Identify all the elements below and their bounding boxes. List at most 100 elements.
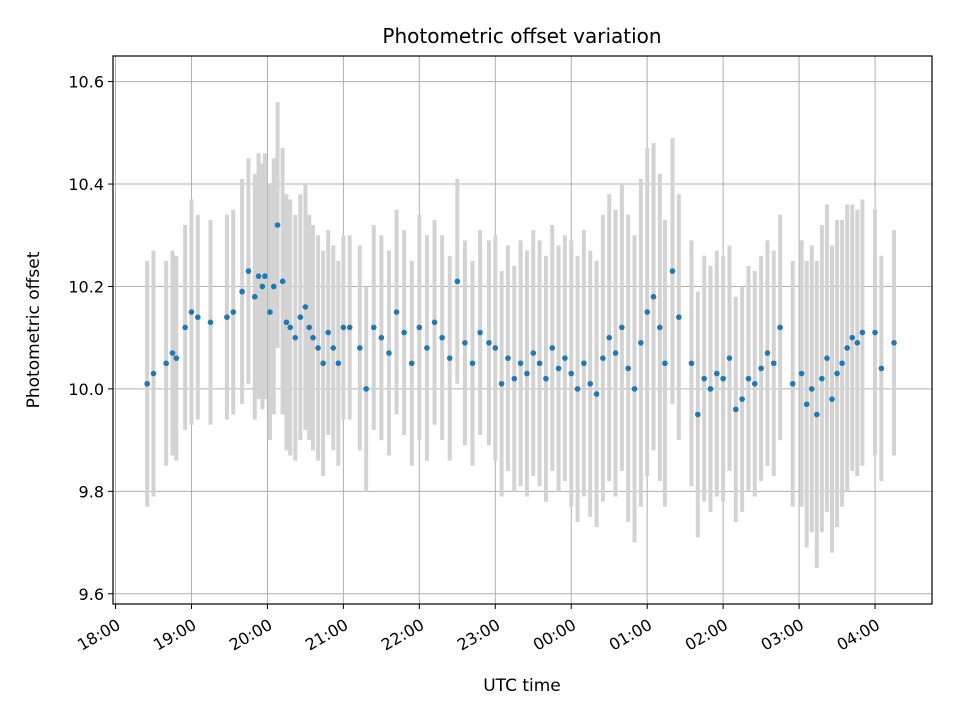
y-tick-label: 10.6 (68, 73, 104, 92)
data-point (650, 293, 657, 300)
data-point (726, 355, 733, 361)
data-point (492, 345, 499, 351)
data-point (891, 340, 897, 346)
data-point (486, 340, 492, 346)
data-point (454, 278, 461, 285)
data-point (498, 380, 505, 387)
data-point (306, 324, 313, 331)
data-point (808, 386, 815, 392)
data-point (732, 406, 739, 413)
data-point (259, 283, 266, 290)
data-point (163, 360, 169, 367)
data-point (549, 345, 556, 351)
data-point (568, 370, 575, 377)
data-point (764, 350, 771, 356)
data-point (669, 268, 676, 274)
data-point (144, 380, 150, 387)
data-point (707, 386, 714, 392)
data-point (274, 222, 281, 228)
data-point (770, 360, 777, 367)
data-point (173, 355, 180, 361)
y-axis-label: Photometric offset (24, 251, 44, 408)
data-point (714, 370, 720, 377)
data-point (543, 375, 549, 382)
data-points (144, 222, 897, 418)
data-point (310, 334, 316, 341)
data-point (230, 309, 237, 315)
data-point (340, 324, 347, 331)
data-point (239, 288, 245, 295)
data-point (267, 309, 273, 315)
data-point (182, 324, 188, 331)
data-point (844, 345, 850, 351)
data-point (720, 375, 726, 382)
data-point (386, 350, 392, 356)
y-tick-label: 9.8 (79, 482, 104, 501)
data-point (150, 370, 157, 377)
data-point (477, 329, 483, 336)
data-point (431, 319, 438, 326)
data-point (839, 360, 845, 367)
data-point (446, 355, 453, 361)
data-point (330, 345, 337, 351)
data-point (854, 340, 861, 346)
y-tick-label: 9.6 (79, 585, 104, 604)
data-point (524, 370, 530, 377)
data-point (315, 345, 321, 351)
plot-frame (112, 55, 933, 605)
data-point (574, 386, 581, 392)
data-point (834, 370, 840, 377)
chart-title: Photometric offset variation (382, 24, 661, 48)
data-point (195, 314, 201, 320)
data-point (600, 355, 606, 361)
data-point (335, 360, 342, 367)
data-point (657, 324, 663, 331)
data-point (283, 319, 290, 326)
data-point (251, 293, 258, 300)
data-point (188, 309, 195, 315)
data-point (581, 360, 587, 367)
data-point (758, 365, 764, 372)
data-point (676, 314, 682, 320)
data-point (346, 324, 353, 331)
data-point (777, 324, 783, 331)
data-point (695, 411, 701, 418)
data-point (401, 329, 407, 336)
x-axis-label: UTC time (483, 676, 561, 696)
data-point (644, 309, 650, 315)
data-point (292, 334, 299, 341)
data-point (511, 375, 518, 382)
data-point (462, 340, 468, 346)
data-point (739, 396, 745, 402)
data-point (416, 324, 423, 331)
data-point (814, 411, 820, 418)
data-point (325, 329, 331, 336)
data-point (638, 340, 644, 346)
data-point (872, 329, 878, 336)
data-point (255, 273, 262, 280)
data-point (320, 360, 326, 367)
data-point (612, 350, 619, 356)
data-point (302, 304, 309, 310)
data-point (562, 355, 568, 361)
data-point (469, 360, 476, 367)
data-point (297, 314, 304, 320)
data-point (606, 334, 613, 341)
data-point (819, 375, 825, 382)
data-point (789, 380, 796, 387)
data-point (262, 273, 268, 280)
data-point (169, 350, 176, 356)
data-point (859, 329, 866, 336)
data-point (745, 375, 752, 382)
data-point (688, 360, 695, 367)
data-point (378, 334, 385, 341)
data-point (878, 365, 885, 372)
data-point (625, 365, 631, 372)
data-point (224, 314, 230, 320)
y-tick-label: 10.0 (68, 380, 104, 399)
y-tick-label: 10.2 (68, 277, 104, 296)
y-axis-ticks: 9.6 9.8 10.0 10.2 10.4 10.6 (68, 73, 113, 604)
data-point (370, 324, 377, 331)
data-point (357, 345, 363, 351)
data-point (393, 309, 400, 315)
